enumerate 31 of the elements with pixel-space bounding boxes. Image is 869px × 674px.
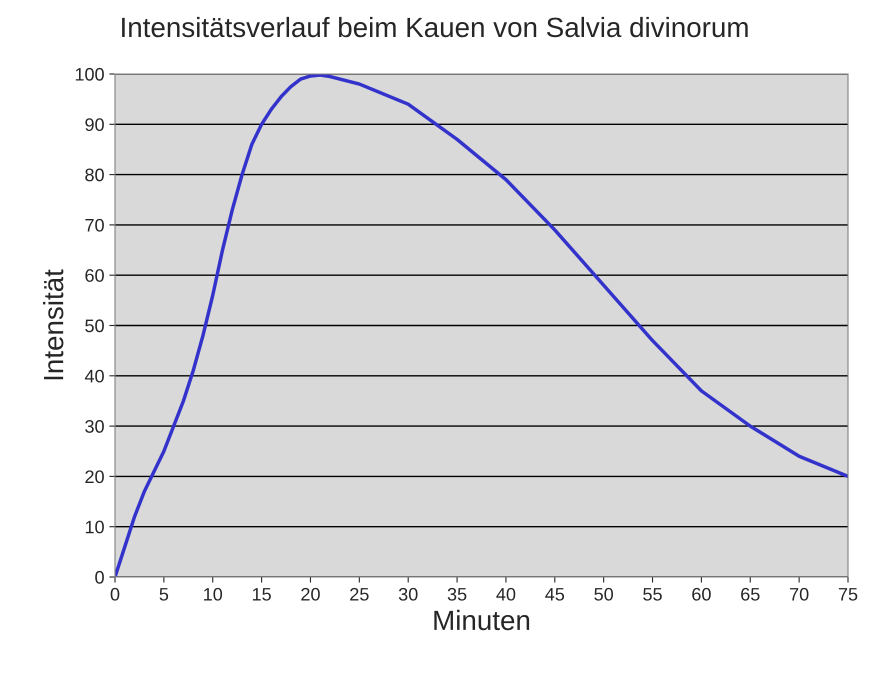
x-axis-title: Minuten [434, 610, 530, 630]
x-tick-label: 50 [594, 588, 614, 601]
x-tick-label: 60 [692, 588, 711, 601]
y-tick-label: 100 [76, 68, 104, 81]
x-tick-label: 55 [643, 588, 662, 601]
x-tick-label: 15 [252, 588, 271, 601]
line-series [115, 74, 848, 577]
x-tick-label: 45 [545, 588, 564, 601]
x-tick-label: 20 [301, 588, 320, 601]
y-tick-label: 40 [84, 370, 104, 383]
x-tick-label: 75 [838, 588, 858, 601]
y-tick-label: 90 [85, 118, 104, 132]
x-tick-label: 70 [790, 588, 808, 601]
y-axis-title: Intensität [43, 269, 64, 380]
y-tick-label: 0 [95, 570, 104, 584]
x-tick-label: 30 [398, 588, 418, 601]
y-tick-label: 70 [85, 218, 104, 232]
x-tick-label: 40 [496, 588, 516, 601]
x-tick-label: 10 [204, 588, 222, 601]
x-tick-label: 0 [110, 588, 120, 601]
y-tick-label: 80 [85, 168, 104, 182]
y-tick-label: 30 [85, 420, 104, 433]
y-tick-label: 60 [85, 269, 104, 282]
x-tick-label: 25 [350, 588, 369, 601]
y-tick-label: 50 [85, 319, 104, 332]
x-tick-label: 65 [741, 588, 760, 601]
chart-title: Intensitätsverlauf beim Kauen von Salvia divinorum [122, 16, 748, 38]
x-tick-label: 35 [448, 588, 466, 601]
y-tick-label: 10 [86, 520, 104, 534]
x-tick-label: 5 [160, 588, 168, 601]
y-tick-label: 20 [85, 470, 104, 484]
